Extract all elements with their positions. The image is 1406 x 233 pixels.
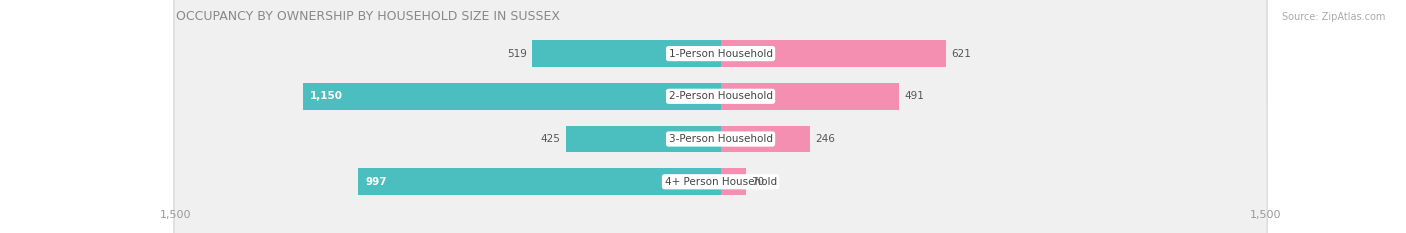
Bar — [567, 126, 721, 152]
Bar — [531, 40, 721, 67]
Bar — [721, 83, 898, 110]
Text: 4+ Person Household: 4+ Person Household — [665, 177, 776, 187]
Text: 519: 519 — [506, 49, 527, 58]
Bar — [721, 168, 747, 195]
Text: 246: 246 — [815, 134, 835, 144]
Text: 997: 997 — [366, 177, 387, 187]
Text: 3-Person Household: 3-Person Household — [669, 134, 772, 144]
FancyBboxPatch shape — [174, 0, 1267, 233]
Text: 2-Person Household: 2-Person Household — [669, 91, 772, 101]
Text: 425: 425 — [541, 134, 561, 144]
Text: 70: 70 — [751, 177, 765, 187]
Text: 1,150: 1,150 — [311, 91, 343, 101]
FancyBboxPatch shape — [174, 0, 1267, 233]
Bar — [359, 168, 721, 195]
Text: 1-Person Household: 1-Person Household — [669, 49, 772, 58]
Text: Source: ZipAtlas.com: Source: ZipAtlas.com — [1281, 12, 1385, 22]
FancyBboxPatch shape — [174, 0, 1267, 233]
Text: 491: 491 — [904, 91, 924, 101]
Bar — [721, 40, 946, 67]
Bar — [721, 126, 810, 152]
Text: OCCUPANCY BY OWNERSHIP BY HOUSEHOLD SIZE IN SUSSEX: OCCUPANCY BY OWNERSHIP BY HOUSEHOLD SIZE… — [176, 10, 560, 23]
Text: 621: 621 — [952, 49, 972, 58]
Bar — [302, 83, 721, 110]
FancyBboxPatch shape — [174, 0, 1267, 233]
